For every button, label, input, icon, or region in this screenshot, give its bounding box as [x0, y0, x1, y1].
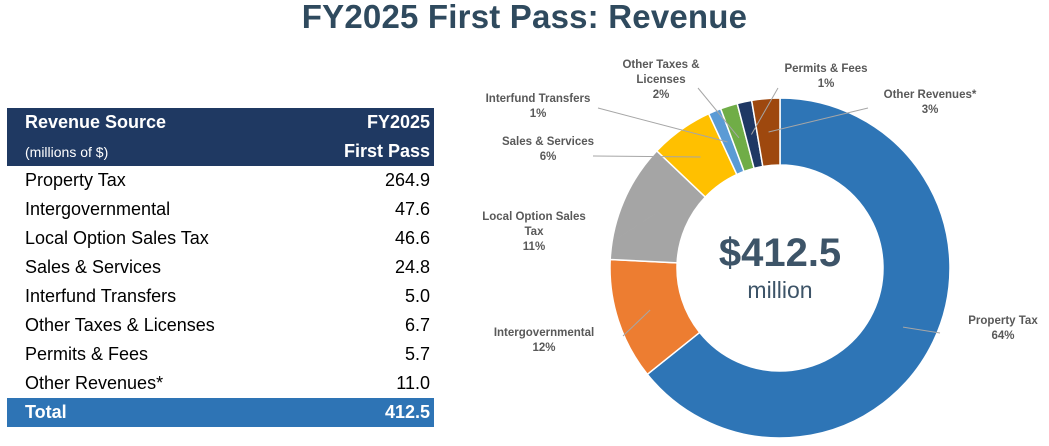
slice-label: Intergovernmental 12% [494, 327, 594, 354]
table-subheader-row: (millions of $) First Pass [7, 137, 434, 166]
revenue-donut-chart: Property Tax 64% Intergovernmental 12% Local… [482, 59, 1038, 439]
leader-line [617, 213, 655, 239]
header-units: (millions of $) [7, 137, 307, 166]
header-fy2025: FY2025 [306, 108, 434, 137]
table-row: Intergovernmental 47.6 [7, 195, 434, 224]
revenue-value-cell: 5.7 [404, 344, 430, 364]
table-row: Interfund Transfers 5.0 [7, 282, 434, 311]
header-first-pass: First Pass [306, 137, 434, 166]
revenue-source-cell: Sales & Services [25, 257, 162, 277]
leader-line [697, 87, 740, 139]
revenue-source-cell: Local Option Sales Tax [25, 228, 209, 248]
revenue-value-cell: 46.6 [394, 228, 430, 248]
center-unit: million [747, 277, 812, 303]
revenue-source-cell: Permits & Fees [25, 344, 149, 364]
revenue-value-cell: 264.9 [384, 170, 430, 190]
center-total: $412.5 [719, 231, 841, 275]
leader-line [902, 326, 941, 334]
slice-label: Other Taxes & Licenses 2% [622, 59, 699, 101]
revenue-source-cell: Other Taxes & Licenses [25, 315, 215, 335]
header-revenue-source: Revenue Source [7, 108, 307, 137]
leader-line [592, 155, 701, 158]
slice-label: Property Tax 64% [968, 315, 1038, 342]
revenue-source-cell: Property Tax [25, 170, 126, 190]
revenue-value-cell: 5.0 [404, 286, 430, 306]
table-total-row: Total 412.5 [7, 398, 434, 427]
donut-slice-property-tax [646, 97, 951, 439]
table-header-row: Revenue Source FY2025 [7, 108, 434, 137]
total-label: Total [7, 398, 307, 427]
table-row: Permits & Fees 5.7 [7, 340, 434, 369]
revenue-value-cell: 6.7 [404, 315, 430, 335]
leader-line [768, 107, 869, 133]
donut-slice-other-revenues [750, 97, 781, 168]
leader-line [622, 309, 651, 337]
page-title: FY2025 First Pass: Revenue [301, 0, 748, 35]
slice-label: Local Option Sales Tax 11% [482, 211, 586, 253]
table-row: Other Revenues* 11.0 [7, 369, 434, 398]
slice-label: Interfund Transfers 1% [486, 93, 591, 120]
table-row: Sales & Services 24.8 [7, 253, 434, 282]
revenue-source-cell: Intergovernmental [25, 199, 171, 219]
revenue-value-cell: 24.8 [394, 257, 430, 277]
revenue-source-cell: Other Revenues* [25, 373, 164, 393]
slice-label: Other Revenues* 3% [884, 89, 977, 116]
total-value: 412.5 [306, 398, 434, 427]
leader-line [597, 107, 728, 143]
revenue-value-cell: 11.0 [396, 373, 430, 393]
table-row: Local Option Sales Tax 46.6 [7, 224, 434, 253]
revenue-source-cell: Interfund Transfers [25, 286, 177, 306]
leader-line [750, 87, 779, 135]
table-row: Other Taxes & Licenses 6.7 [7, 311, 434, 340]
slice-label: Permits & Fees 1% [784, 63, 867, 90]
revenue-value-cell: 47.6 [394, 199, 430, 219]
table-row: Property Tax 264.9 [7, 166, 434, 195]
revenue-table: Revenue Source FY2025 (millions of $) Fi… [7, 108, 434, 427]
slice-label: Sales & Services 6% [502, 136, 594, 163]
